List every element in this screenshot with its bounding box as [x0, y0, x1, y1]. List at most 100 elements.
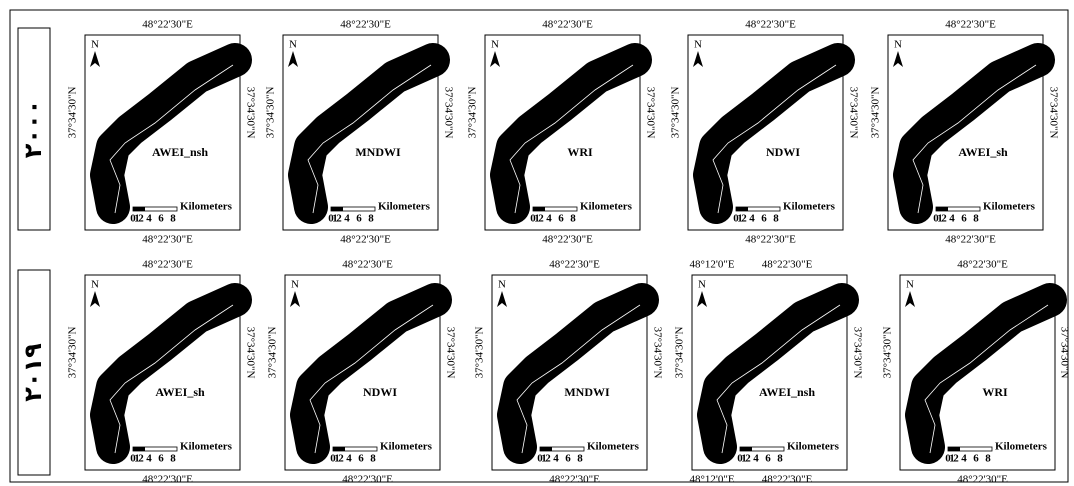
right-coord-label: 37°34'30"N — [847, 87, 859, 139]
bottom-coord-label: 48°22'30"E — [340, 234, 391, 246]
scale-unit: Kilometers — [580, 201, 633, 213]
right-coord-label: 37°34'30"N — [444, 327, 456, 379]
river-line — [109, 304, 234, 454]
scale-tick-label: 2 — [338, 453, 344, 465]
top-coord-label: 48°22'30"E — [957, 259, 1008, 271]
map-panel: N WRI Kilometers 012 4 6 8 — [905, 279, 1067, 465]
scale-tick-label: 0 — [130, 213, 136, 225]
scale-unit: Kilometers — [180, 441, 233, 453]
scale-bar-fill — [331, 207, 343, 211]
scale-tick-label: 8 — [985, 453, 991, 465]
river-line — [716, 304, 841, 454]
scale-tick-label: 0 — [328, 213, 334, 225]
scale-tick-label: 4 — [949, 213, 955, 225]
map-panel: N NDWI Kilometers 012 4 6 8 — [693, 39, 855, 225]
scale-tick-label: 4 — [146, 453, 152, 465]
river-buffer — [90, 283, 252, 464]
scale-tick-label: 6 — [565, 453, 571, 465]
index-label: WRI — [567, 145, 593, 159]
map-panel: N MNDWI Kilometers 012 4 6 8 — [497, 279, 659, 465]
bottom-coord-label: 48°22'30"E — [762, 474, 813, 486]
scale-tick-label: 1 — [949, 453, 955, 465]
left-coord-label: 37°34'30"N — [870, 87, 882, 139]
north-arrow — [290, 291, 300, 307]
north-arrow — [90, 51, 100, 67]
scale-tick-label: 4 — [753, 453, 759, 465]
top-coord-label: 48°22'30"E — [762, 259, 813, 271]
left-coord-label: 37°34'30"N — [267, 327, 279, 379]
year-box — [17, 27, 51, 231]
map-panel: N WRI Kilometers 012 4 6 8 — [490, 39, 652, 225]
scale-tick-label: 6 — [358, 453, 364, 465]
north-arrow — [497, 291, 507, 307]
river-line — [924, 304, 1049, 454]
scale-unit: Kilometers — [983, 201, 1036, 213]
scale-tick-label: 1 — [134, 213, 140, 225]
scale-tick-label: 8 — [777, 453, 783, 465]
left-coord-label: 37°34'30"N — [670, 87, 682, 139]
scale-tick-label: 6 — [765, 453, 771, 465]
north-label: N — [91, 39, 99, 51]
bottom-coord-label: 48°22'30"E — [549, 474, 600, 486]
right-coord-label: 37°34'30"N — [644, 87, 656, 139]
scale-bar-fill — [533, 207, 545, 211]
top-coord-label: 48°22'30"E — [342, 259, 393, 271]
scale-unit: Kilometers — [783, 201, 836, 213]
bottom-coord-label: 48°22'30"E — [142, 234, 193, 246]
bottom-coord-label: 48°22'30"E — [342, 474, 393, 486]
bottom-coord-label: 48°22'30"E — [142, 474, 193, 486]
index-label: AWEI_sh — [155, 385, 205, 399]
scale-tick-label: 0 — [537, 453, 543, 465]
scale-tick-label: 2 — [538, 213, 544, 225]
scale-unit: Kilometers — [380, 441, 433, 453]
north-label: N — [498, 279, 506, 291]
scale-tick-label: 6 — [973, 453, 979, 465]
scale-tick-label: 1 — [741, 453, 747, 465]
river-line — [712, 64, 837, 214]
scale-tick-label: 1 — [541, 453, 547, 465]
bottom-coord-label: 48°22'30"E — [542, 234, 593, 246]
north-arrow — [893, 51, 903, 67]
index-label: NDWI — [363, 385, 397, 399]
scale-bar-fill — [133, 207, 145, 211]
scale-tick-label: 8 — [570, 213, 576, 225]
map-panel: N MNDWI Kilometers 012 4 6 8 — [288, 39, 450, 225]
left-coord-label: 37°34'30"N — [67, 327, 79, 379]
scale-tick-label: 4 — [146, 213, 152, 225]
scale-tick-label: 0 — [130, 453, 136, 465]
right-coord-label: 37°34'30"N — [651, 327, 663, 379]
scale-tick-label: 6 — [558, 213, 564, 225]
top-coord-label: 48°22'30"E — [142, 259, 193, 271]
river-line — [309, 304, 434, 454]
right-coord-label: 37°34'30"N — [1058, 327, 1070, 379]
scale-unit: Kilometers — [587, 441, 640, 453]
top-coord-label: 48°22'30"E — [745, 19, 796, 31]
index-label: MNDWI — [355, 145, 401, 159]
scale-tick-label: 2 — [741, 213, 747, 225]
scale-tick-label: 8 — [170, 213, 176, 225]
river-buffer — [497, 283, 659, 464]
scale-tick-label: 1 — [534, 213, 540, 225]
index-label: WRI — [982, 385, 1008, 399]
scale-unit: Kilometers — [787, 441, 840, 453]
scale-tick-label: 4 — [346, 453, 352, 465]
north-arrow — [905, 291, 915, 307]
scale-tick-label: 0 — [945, 453, 951, 465]
north-label: N — [289, 39, 297, 51]
left-coord-label: 37°34'30"N — [674, 327, 686, 379]
scale-tick-label: 0 — [530, 213, 536, 225]
top-coord-label: 48°22'30"E — [340, 19, 391, 31]
scale-tick-label: 4 — [961, 453, 967, 465]
north-arrow — [490, 51, 500, 67]
scale-tick-label: 4 — [749, 213, 755, 225]
scale-tick-label: 0 — [737, 453, 743, 465]
index-label: MNDWI — [564, 385, 610, 399]
north-label: N — [491, 39, 499, 51]
index-label: NDWI — [766, 145, 800, 159]
year-label: ۲۰۱۹ — [19, 343, 47, 402]
map-panel: N AWEI_sh Kilometers 012 4 6 8 — [90, 279, 252, 465]
river-buffer — [288, 43, 450, 224]
river-line — [509, 64, 634, 214]
right-coord-label: 37°34'30"N — [244, 87, 256, 139]
scale-tick-label: 0 — [933, 213, 939, 225]
